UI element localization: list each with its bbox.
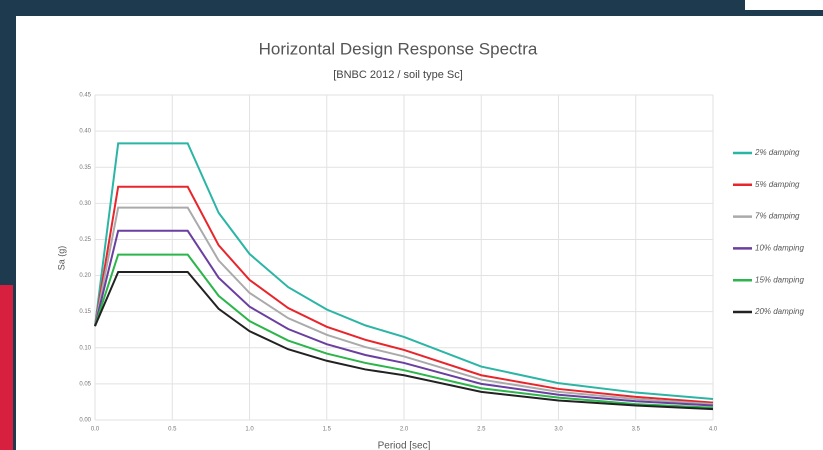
legend-label: 5% damping bbox=[755, 180, 800, 189]
y-tick-label: 0.40 bbox=[79, 129, 91, 135]
series-line bbox=[94, 142, 714, 401]
y-tick-label: 0.00 bbox=[79, 418, 91, 424]
legend-label: 10% damping bbox=[755, 244, 804, 253]
y-tick-label: 0.20 bbox=[79, 273, 91, 279]
x-tick-label: 2.5 bbox=[477, 427, 486, 433]
chart-title: Horizontal Design Response Spectra bbox=[259, 39, 538, 58]
y-tick-label: 0.25 bbox=[79, 237, 91, 243]
backdrop bbox=[745, 0, 823, 10]
x-tick-label: 0.0 bbox=[91, 427, 100, 433]
chart-subtitle: [BNBC 2012 / soil type Sc] bbox=[333, 69, 463, 81]
series-line bbox=[94, 229, 714, 407]
y-tick-label: 0.05 bbox=[79, 381, 91, 387]
series-line bbox=[94, 206, 714, 406]
x-axis-label: Period [sec] bbox=[378, 441, 431, 450]
legend-label: 20% damping bbox=[754, 307, 804, 316]
x-tick-label: 4.0 bbox=[709, 427, 718, 433]
legend-label: 15% damping bbox=[755, 275, 804, 284]
panel bbox=[16, 16, 823, 450]
legend-label: 2% damping bbox=[754, 148, 800, 157]
x-tick-label: 1.0 bbox=[245, 427, 254, 433]
y-tick-label: 0.30 bbox=[79, 201, 91, 207]
series-line bbox=[94, 270, 714, 411]
y-tick-label: 0.15 bbox=[79, 309, 91, 315]
x-tick-label: 0.5 bbox=[168, 427, 177, 433]
x-tick-label: 3.5 bbox=[632, 427, 641, 433]
y-axis-label: Sa (g) bbox=[56, 246, 66, 271]
y-tick-label: 0.35 bbox=[79, 165, 91, 171]
series-line bbox=[94, 185, 714, 404]
y-tick-label: 0.45 bbox=[79, 93, 91, 99]
x-tick-label: 2.0 bbox=[400, 427, 409, 433]
x-tick-label: 1.5 bbox=[323, 427, 332, 433]
legend-label: 7% damping bbox=[755, 212, 800, 221]
x-tick-label: 3.0 bbox=[554, 427, 563, 433]
y-tick-label: 0.10 bbox=[79, 345, 91, 351]
series-line bbox=[94, 253, 714, 409]
accent-bar bbox=[0, 285, 13, 450]
